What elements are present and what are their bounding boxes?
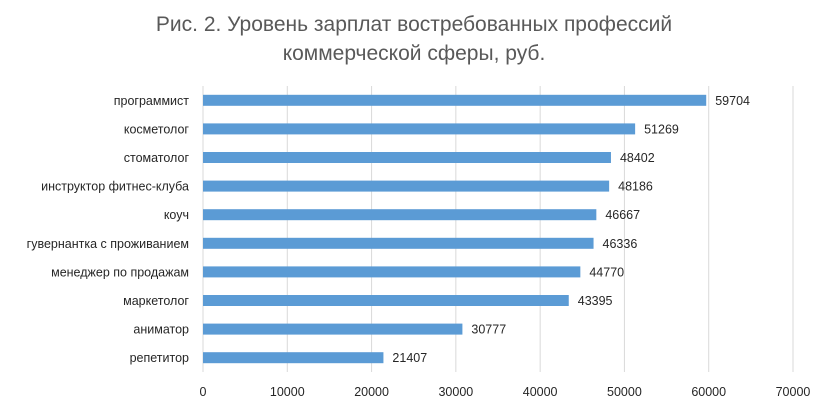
x-tick-label: 10000 xyxy=(270,385,305,399)
bar xyxy=(203,323,463,335)
chart-title: Рис. 2. Уровень зарплат востребованных п… xyxy=(0,10,828,68)
data-label: 30777 xyxy=(471,323,506,337)
category-label: менеджер по продажам xyxy=(51,265,189,279)
bar xyxy=(203,209,597,221)
category-label: стоматолог xyxy=(124,151,190,165)
bar xyxy=(203,266,581,278)
x-tick-label: 20000 xyxy=(354,385,389,399)
data-label: 48186 xyxy=(618,180,653,194)
x-tick-label: 30000 xyxy=(438,385,473,399)
bars xyxy=(203,94,707,364)
category-label: программист xyxy=(114,94,190,108)
value-labels: 59704 51269 48402 48186 46667 46336 44770 43395… xyxy=(392,94,750,365)
bar xyxy=(203,123,636,135)
data-label: 46336 xyxy=(603,237,638,251)
category-label: коуч xyxy=(164,208,189,222)
data-label: 21407 xyxy=(392,351,427,365)
x-tick-label: 70000 xyxy=(776,385,811,399)
bar xyxy=(203,352,384,364)
data-label: 44770 xyxy=(589,265,624,279)
x-tick-label: 60000 xyxy=(691,385,726,399)
bar xyxy=(203,237,594,249)
bar xyxy=(203,180,610,192)
category-label: аниматор xyxy=(133,323,189,337)
bar xyxy=(203,94,707,106)
category-label: маркетолог xyxy=(123,294,189,308)
data-label: 48402 xyxy=(620,151,655,165)
category-label: гувернантка с проживанием xyxy=(27,237,189,251)
category-label: косметолог xyxy=(124,122,190,136)
x-tick-label: 40000 xyxy=(523,385,558,399)
x-tick-label: 0 xyxy=(200,385,207,399)
bar xyxy=(203,295,569,306)
category-label: репетитор xyxy=(130,351,189,365)
category-labels: программист косметолог стоматолог инструкто… xyxy=(27,94,190,365)
data-label: 43395 xyxy=(578,294,613,308)
x-axis-tick-labels: 0 10000 20000 30000 40000 50000 60000 70000 xyxy=(200,385,811,399)
data-label: 51269 xyxy=(644,122,679,136)
x-tick-label: 50000 xyxy=(607,385,642,399)
bar xyxy=(203,152,611,163)
category-label: инструктор фитнес-клуба xyxy=(41,180,189,194)
chart-title-line-2: коммерческой сферы, руб. xyxy=(282,42,546,65)
data-label: 59704 xyxy=(715,94,750,108)
data-label: 46667 xyxy=(605,208,640,222)
chart-title-line-1: Рис. 2. Уровень зарплат востребованных п… xyxy=(155,13,673,36)
